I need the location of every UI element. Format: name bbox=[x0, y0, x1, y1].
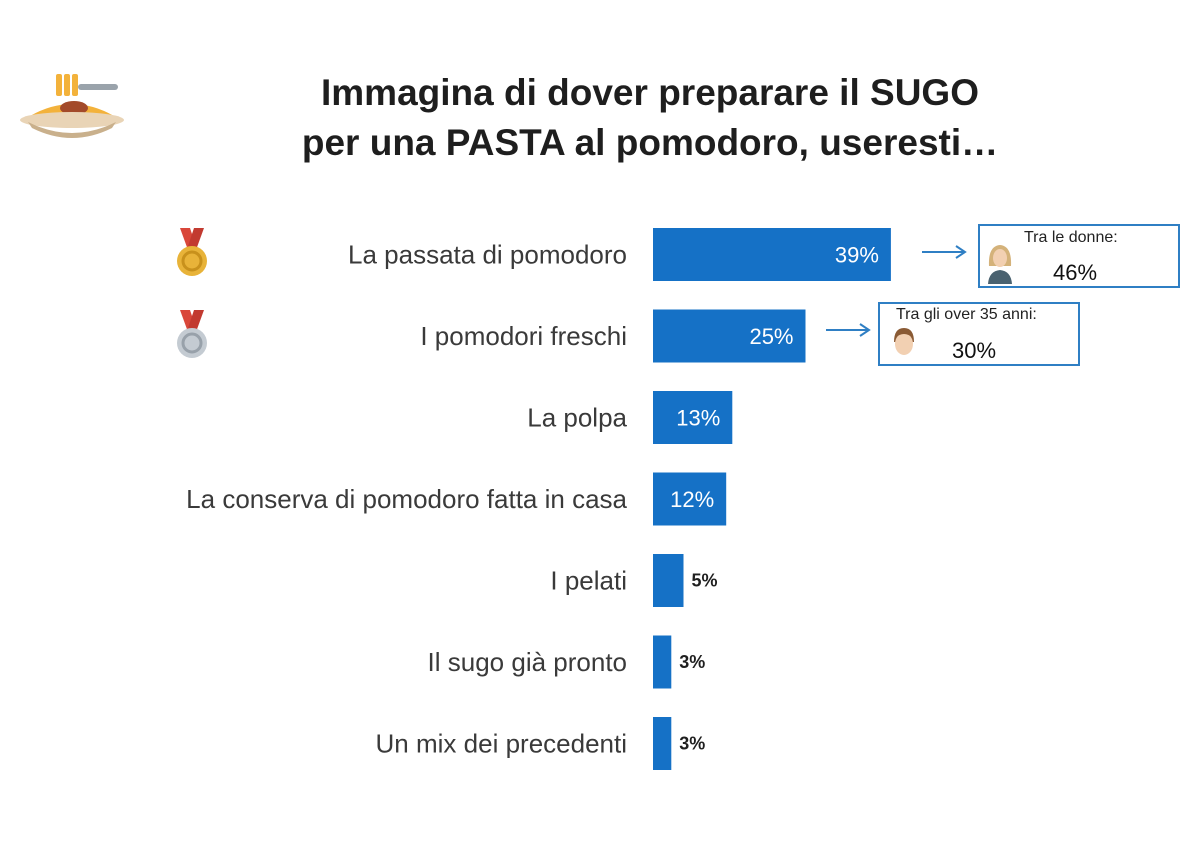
arrow-right-icon bbox=[826, 323, 871, 337]
category-label: La polpa bbox=[527, 403, 627, 433]
callout-over-35-caption: Tra gli over 35 anni: bbox=[896, 306, 1037, 323]
gold-medal-icon bbox=[177, 228, 207, 276]
callout-women: Tra le donne: 46% bbox=[978, 224, 1180, 288]
bar bbox=[653, 391, 733, 444]
category-label: I pelati bbox=[550, 566, 627, 596]
data-label: 3% bbox=[679, 652, 705, 672]
data-label: 39% bbox=[835, 243, 879, 268]
callout-over-35-value: 30% bbox=[952, 338, 997, 363]
bar bbox=[653, 472, 727, 526]
data-label: 12% bbox=[670, 487, 714, 512]
callout-women-value: 46% bbox=[1053, 260, 1098, 285]
data-label: 13% bbox=[676, 406, 720, 431]
woman-avatar-icon bbox=[988, 245, 1012, 284]
bar bbox=[653, 635, 672, 689]
bar bbox=[653, 554, 684, 607]
category-label: La passata di pomodoro bbox=[348, 240, 627, 270]
chart-title: Immagina di dover preparare il SUGO per … bbox=[230, 68, 1070, 168]
callout-over-35: Tra gli over 35 anni: 30% bbox=[878, 302, 1080, 366]
chart-title-line-1: Immagina di dover preparare il SUGO bbox=[321, 72, 979, 113]
category-label: Il sugo già pronto bbox=[428, 647, 627, 677]
callout-women-caption: Tra le donne: bbox=[1024, 229, 1118, 246]
bar bbox=[653, 309, 806, 363]
pasta-plate-icon bbox=[20, 74, 124, 138]
bar bbox=[653, 228, 891, 281]
category-label: La conserva di pomodoro fatta in casa bbox=[186, 484, 627, 514]
man-avatar-icon bbox=[894, 328, 914, 355]
category-label: Un mix dei precedenti bbox=[376, 729, 627, 759]
data-label: 3% bbox=[679, 734, 705, 754]
bar bbox=[653, 717, 672, 770]
silver-medal-icon bbox=[177, 310, 207, 358]
arrow-right-icon bbox=[922, 245, 967, 259]
chart-title-line-2: per una PASTA al pomodoro, useresti… bbox=[301, 122, 999, 163]
category-label: I pomodori freschi bbox=[420, 321, 627, 351]
data-label: 25% bbox=[749, 324, 793, 349]
data-label: 5% bbox=[692, 571, 718, 591]
